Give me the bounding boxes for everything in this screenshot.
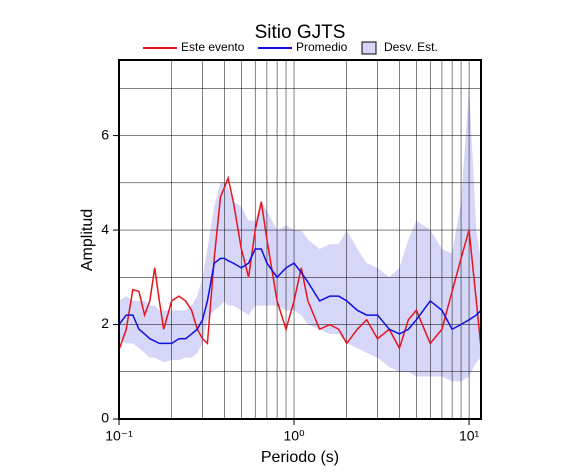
y-tick-label: 4 [101, 221, 109, 237]
std-band [119, 88, 481, 382]
x-axis-label: Periodo (s) [261, 449, 339, 466]
series-line [118, 248, 482, 345]
y-tick-label: 0 [101, 410, 109, 426]
y-tick-label: 6 [101, 126, 109, 142]
y-axis-label: Amplitud [79, 209, 96, 271]
legend-label: Este evento [181, 40, 245, 54]
legend-label: Promedio [296, 40, 348, 54]
x-tick-label: 10¹ [459, 428, 480, 444]
chart-title: Sitio GJTS [255, 22, 346, 43]
series-line [118, 175, 482, 351]
y-tick-label: 2 [101, 315, 109, 331]
legend-label: Desv. Est. [384, 40, 438, 54]
legend-swatch [361, 41, 377, 55]
x-tick-label: 10⁻¹ [105, 428, 133, 444]
x-tick-label: 10⁰ [283, 428, 305, 444]
plot-frame [118, 59, 482, 420]
